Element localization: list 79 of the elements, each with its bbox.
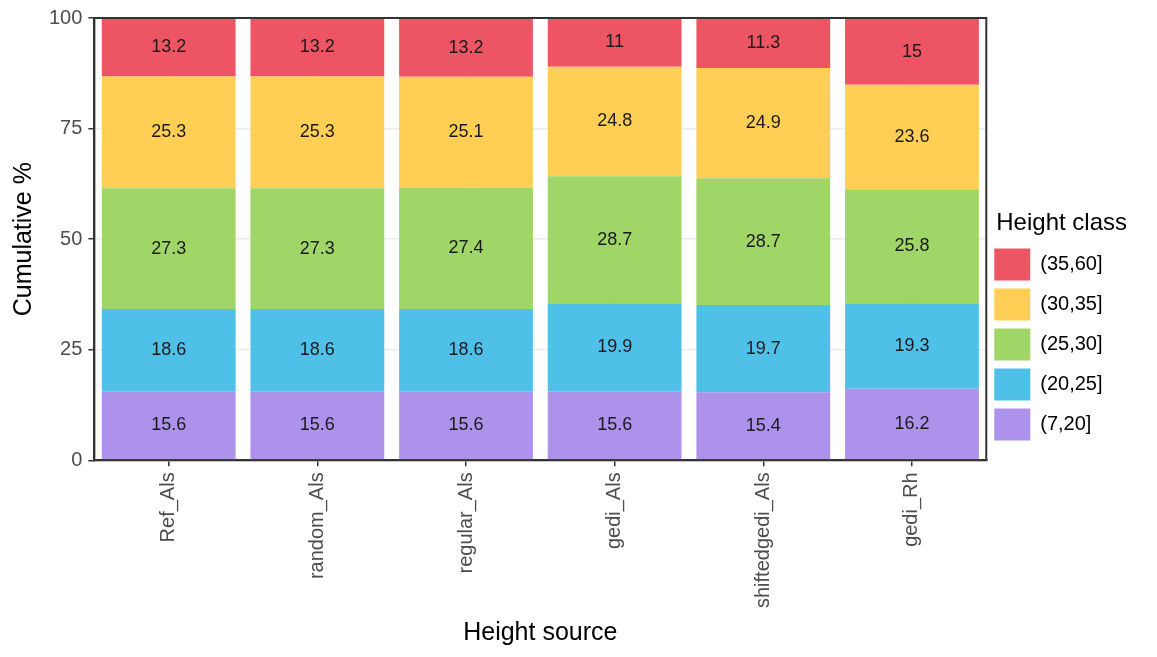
bar: [845, 388, 979, 460]
data-label: 13.2: [448, 36, 484, 57]
data-label: 15: [901, 40, 922, 61]
bar: [696, 67, 831, 179]
data-label: 25.3: [299, 121, 335, 142]
data-label: 15.6: [597, 414, 633, 435]
data-label: 13.2: [299, 36, 335, 57]
data-label: 25.8: [894, 235, 930, 256]
data-label: 11: [605, 31, 624, 52]
bar: [547, 391, 682, 460]
x-tick-label: Ref_Als: [156, 472, 180, 543]
bar: [845, 84, 979, 190]
y-tick-label: 100: [48, 5, 83, 28]
bar: [547, 303, 682, 392]
bar: [101, 188, 236, 310]
bar: [845, 189, 979, 304]
data-label: 13.2: [151, 36, 187, 57]
x-tick-label: gedi_Rh: [899, 472, 923, 547]
data-label: 27.4: [448, 237, 484, 258]
bar: [399, 76, 533, 188]
x-axis-title: Height source: [463, 616, 618, 645]
data-label: 19.9: [597, 336, 633, 357]
bar: [696, 305, 831, 393]
legend-label: (20,25]: [1040, 371, 1103, 394]
y-tick-label: 25: [60, 337, 83, 360]
x-tick-label: regular_Als: [453, 472, 477, 574]
data-label: 15.6: [448, 414, 484, 435]
bar: [250, 18, 385, 77]
bar: [696, 392, 831, 460]
data-label: 23.6: [894, 125, 930, 146]
bar: [547, 176, 682, 304]
bar: [547, 18, 682, 67]
bar: [250, 391, 385, 460]
bar: [399, 187, 533, 310]
bar: [250, 76, 385, 189]
bar: [547, 66, 682, 177]
data-label: 28.7: [597, 228, 633, 249]
y-tick-label: 75: [60, 116, 83, 139]
y-tick-label: 50: [60, 226, 83, 249]
data-label: 15.6: [299, 414, 335, 435]
y-axis-title: Cumulative %: [7, 162, 36, 317]
x-tick-label: gedi_Als: [602, 472, 626, 550]
data-label: 16.2: [894, 413, 930, 434]
bar: [696, 178, 831, 306]
data-label: 18.6: [151, 339, 187, 360]
data-label: 27.3: [151, 237, 187, 258]
bar: [399, 309, 533, 392]
data-label: 15.4: [745, 414, 781, 435]
bar: [101, 76, 236, 189]
bar: [250, 309, 385, 392]
y-tick-label: 0: [71, 447, 83, 470]
legend-label: (35,60]: [1040, 251, 1103, 274]
legend-label: (7,20]: [1040, 411, 1092, 434]
data-label: 25.1: [448, 121, 484, 142]
bar: [399, 18, 533, 77]
data-label: 27.3: [299, 237, 335, 258]
data-label: 19.7: [745, 337, 781, 358]
legend-label: (25,30]: [1040, 331, 1103, 354]
data-label: 18.6: [299, 339, 335, 360]
bar: [696, 18, 831, 68]
data-label: 19.3: [894, 334, 930, 355]
x-tick-label: random_Als: [304, 472, 328, 580]
data-label: 24.9: [745, 112, 781, 133]
data-label: 24.8: [597, 110, 633, 131]
data-label: 28.7: [745, 230, 781, 251]
bar: [101, 18, 236, 77]
data-label: 18.6: [448, 339, 484, 360]
legend-label: (30,35]: [1040, 291, 1103, 314]
data-label: 15.6: [151, 414, 187, 435]
data-label: 11.3: [746, 31, 781, 52]
bar: [399, 391, 533, 460]
bar: [101, 309, 236, 392]
bar: [845, 18, 979, 85]
bar: [250, 188, 385, 310]
data-label: 25.3: [151, 121, 187, 142]
bar: [101, 391, 236, 460]
bar: [845, 303, 979, 389]
legend-title: Height class: [996, 208, 1128, 236]
x-tick-label: shiftedgedi_Als: [750, 472, 774, 609]
